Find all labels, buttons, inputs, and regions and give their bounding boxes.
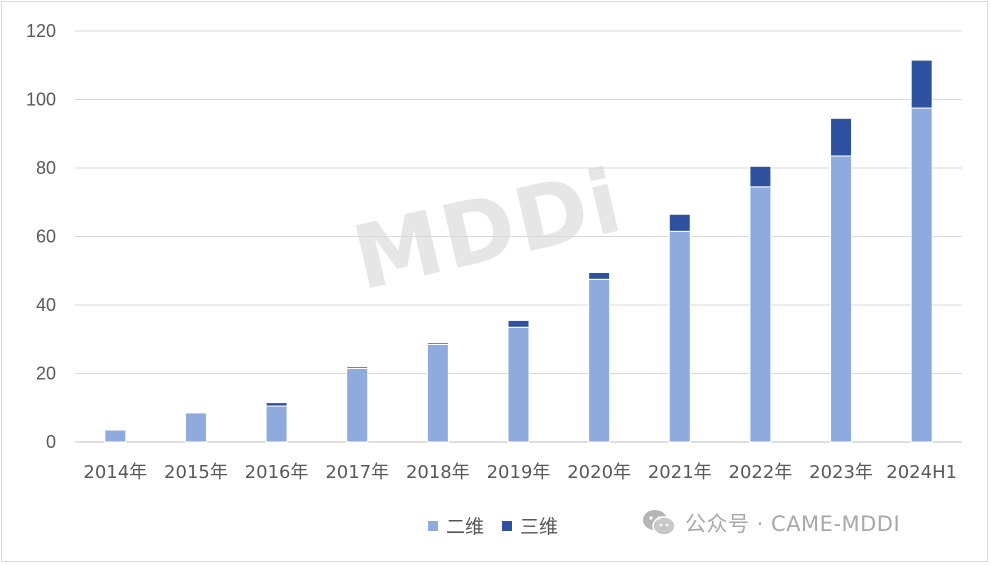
x-tick-label: 2016年 (245, 462, 309, 483)
bar-segment-2d (668, 230, 691, 443)
bar-segment-2d (346, 367, 369, 443)
bar-segment-2d (104, 429, 127, 443)
source-text: 公众号 · CAME-MDDI (685, 512, 901, 536)
bar-segment-2d (426, 343, 449, 443)
legend-label-2d: 二维 (446, 516, 485, 538)
y-tick-label: 40 (36, 295, 56, 315)
bar-segment-2d (749, 186, 772, 443)
x-tick-label: 2014年 (83, 462, 147, 483)
legend: 二维 三维 (428, 512, 576, 539)
y-tick-label: 100 (26, 90, 56, 110)
legend-label-3d: 三维 (520, 516, 559, 538)
bar-segment-3d (346, 366, 369, 369)
x-tick-label: 2024H1 (886, 462, 957, 483)
x-tick-label: 2020年 (567, 462, 631, 483)
legend-swatch-3d (502, 520, 513, 531)
bar-segment-2d (910, 107, 933, 443)
bar-segment-3d (668, 213, 691, 232)
y-tick-label: 20 (36, 364, 56, 384)
source-watermark: 公众号 · CAME-MDDI (641, 508, 900, 538)
legend-item-3d: 三维 (502, 512, 558, 539)
bar-segment-3d (588, 271, 611, 280)
x-tick-label: 2017年 (325, 462, 389, 483)
y-tick-label: 80 (36, 158, 56, 178)
x-tick-label: 2018年 (406, 462, 470, 483)
x-tick-label: 2015年 (164, 462, 228, 483)
y-tick-label: 60 (36, 227, 56, 247)
bar-segment-3d (910, 59, 933, 109)
bar-segment-2d (830, 155, 853, 443)
x-tick-label: 2023年 (809, 462, 873, 483)
legend-swatch-2d (428, 520, 438, 531)
x-tick-label: 2019年 (487, 462, 551, 483)
bar-segment-2d (588, 278, 611, 443)
wechat-icon (643, 510, 676, 536)
y-tick-label: 0 (46, 432, 56, 452)
bar-segment-3d (426, 342, 449, 345)
bar-segment-3d (507, 319, 530, 328)
bar-segment-2d (507, 326, 530, 443)
bar-segment-2d (265, 405, 288, 443)
x-tick-label: 2022年 (729, 462, 793, 483)
bar-segment-3d (830, 117, 853, 157)
bar-segment-2d (184, 412, 207, 443)
legend-item-2d: 二维 (428, 512, 484, 539)
bar-segment-3d (265, 402, 288, 407)
bar-segment-3d (749, 165, 772, 188)
y-tick-label: 120 (26, 21, 56, 41)
x-tick-label: 2021年 (648, 462, 712, 483)
